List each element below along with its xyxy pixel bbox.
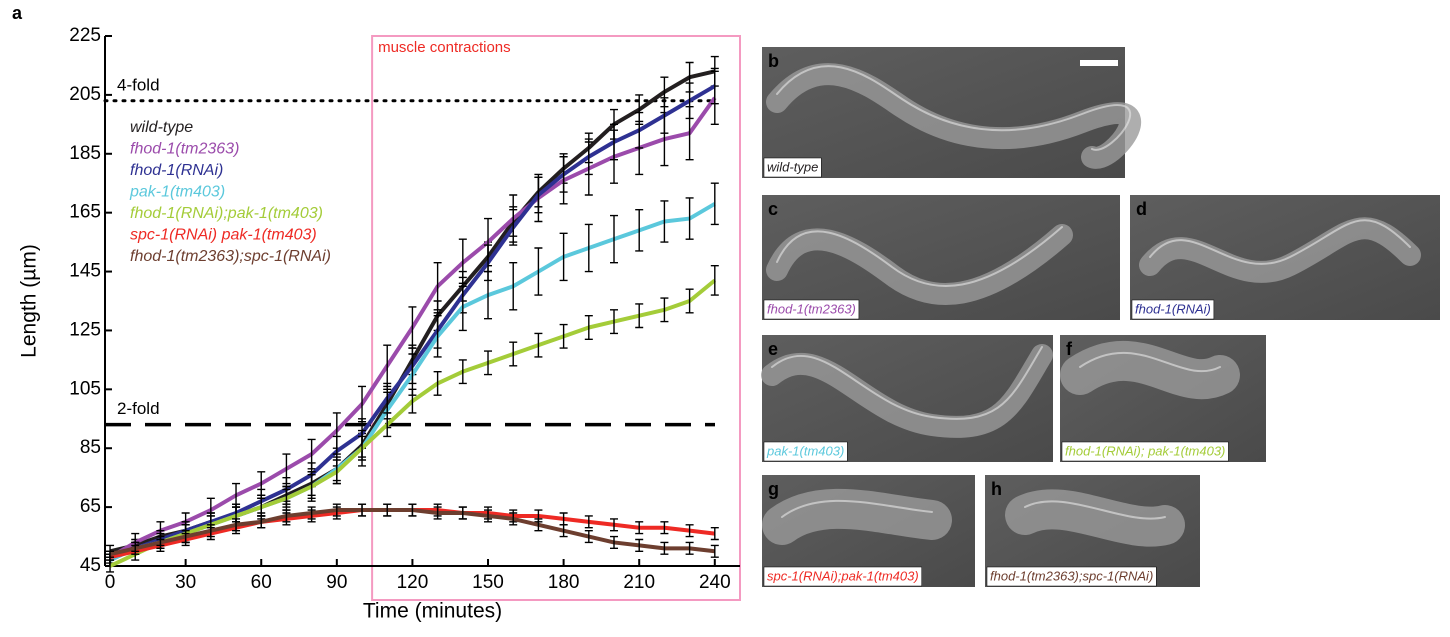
region-box [372,36,740,600]
y-tick-label: 125 [69,319,101,340]
micrograph: g spc-1(RNAi);pak-1(tm403) [762,475,975,587]
specimen [782,509,932,525]
legend-entry: pak-1(tm403) [129,184,225,201]
error-bar [383,345,391,386]
x-tick-label: 30 [175,572,196,593]
y-tick-label: 105 [69,378,101,399]
figure: a muscle contractions 45 65 85 105 125 145 165 1… [0,0,1450,637]
y-tick-label: 205 [69,84,101,105]
x-tick-label: 180 [548,572,580,593]
panel-letter: c [768,199,778,219]
legend-entry: wild-type [130,119,193,136]
legend-entry: fhod-1(RNAi) [130,162,223,179]
x-axis-label: Time (minutes) [363,600,502,623]
y-tick-label: 45 [80,555,101,576]
x-tick-label: 150 [472,572,504,593]
legend-entry: fhod-1(RNAi);pak-1(tm403) [130,205,323,222]
panel-letter: h [991,479,1002,499]
micrograph: f fhod-1(RNAi); pak-1(tm403) [1060,335,1266,462]
panel-caption: pak-1(tm403) [766,443,844,458]
y-axis-label: Length (µm) [18,244,41,358]
panel-letter: f [1066,339,1073,359]
region-label: muscle contractions [378,39,511,56]
x-tick-label: 210 [623,572,655,593]
x-tick-label: 0 [105,572,116,593]
panel-letter: b [768,51,779,71]
legend-entry: fhod-1(tm2363) [130,141,239,158]
panel-letter: e [768,339,778,359]
legend-entry: spc-1(RNAi) pak-1(tm403) [130,227,317,244]
error-bar [408,307,416,348]
micrograph: b wild-type [762,47,1130,178]
panel-letter: a [12,3,23,23]
x-tick-label: 120 [397,572,429,593]
micrograph: d fhod-1(RNAi) [1130,195,1440,320]
error-bar [358,386,366,421]
y-tick-label: 225 [69,25,101,46]
scale-bar [1080,60,1118,66]
x-tick-label: 240 [699,572,731,593]
panel-caption: fhod-1(RNAi); pak-1(tm403) [1065,443,1225,458]
y-tick-label: 85 [80,437,101,458]
panel-caption: spc-1(RNAi);pak-1(tm403) [767,568,919,583]
x-tick-label: 60 [251,572,272,593]
micrograph: e pak-1(tm403) [762,335,1053,462]
micrograph: h fhod-1(tm2363);spc-1(RNAi) [985,475,1200,587]
panel-caption: fhod-1(tm2363) [767,301,856,316]
reference-label: 2-fold [117,399,160,418]
micrograph: c fhod-1(tm2363) [762,195,1120,320]
specimen [1080,361,1220,379]
panel-letter: d [1136,199,1147,219]
panel-letter: g [768,479,779,499]
y-tick-label: 145 [69,261,101,282]
x-tick-label: 90 [326,572,347,593]
panel-caption: wild-type [767,159,818,174]
legend-entry: fhod-1(tm2363);spc-1(RNAi) [130,248,331,265]
panel-caption: fhod-1(RNAi) [1135,301,1211,316]
panel-caption: fhod-1(tm2363);spc-1(RNAi) [990,568,1153,583]
reference-label: 4-fold [117,75,160,94]
y-tick-label: 165 [69,202,101,223]
y-tick-label: 185 [69,143,101,164]
y-tick-label: 65 [80,496,101,517]
